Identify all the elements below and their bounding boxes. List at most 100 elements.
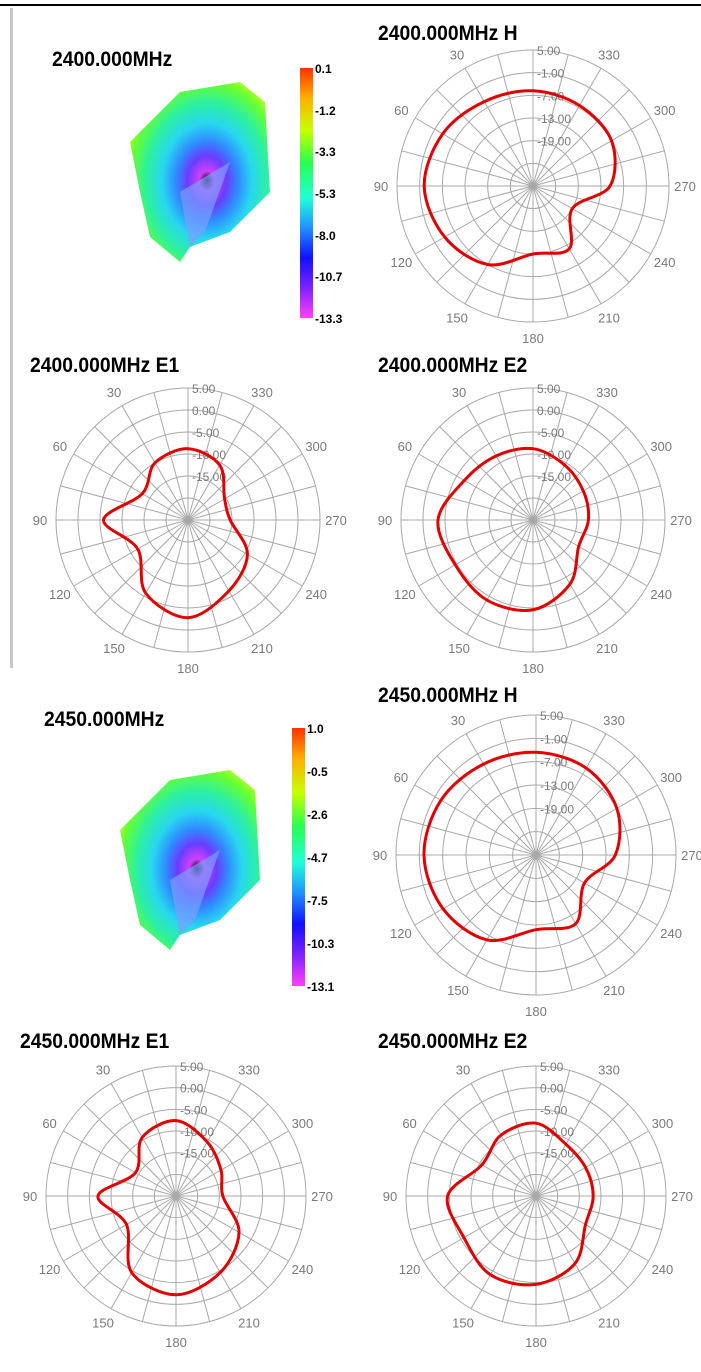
angle-tick-label: 180: [525, 1004, 547, 1019]
grid-spoke: [175, 1195, 302, 1231]
angle-tick-label: 120: [394, 587, 416, 602]
grid-spoke: [498, 392, 534, 521]
grid-spoke: [63, 1130, 177, 1197]
grid-spoke: [532, 519, 627, 614]
grid-spoke: [187, 405, 255, 521]
ring-tick-label: -15.00: [540, 1147, 574, 1161]
grid-spoke: [187, 392, 223, 521]
angle-tick-label: 30: [451, 713, 465, 728]
grid-spoke: [94, 426, 189, 521]
angle-tick-label: 120: [391, 255, 413, 270]
angle-tick-label: 120: [49, 587, 71, 602]
pattern-surface: [130, 82, 270, 262]
panel-title: 2400.000MHz E1: [30, 354, 180, 377]
ring-tick-label: 5.00: [540, 1060, 564, 1074]
grid-spoke: [110, 1195, 177, 1309]
grid-spoke: [436, 755, 537, 856]
panel-title: 2450.000MHz H: [378, 684, 518, 707]
angle-tick-label: 120: [390, 926, 412, 941]
grid-spoke: [535, 1103, 629, 1197]
polar-plot: 5.000.00-5.00-10.00-15.00330300270240210…: [33, 382, 347, 676]
ring-tick-label: 5.00: [537, 382, 561, 396]
ring-tick-label: -19.00: [537, 135, 571, 149]
angle-tick-label: 90: [23, 1189, 37, 1204]
grid-spoke: [535, 1195, 649, 1262]
top-rule: [0, 4, 701, 6]
angle-tick-label: 210: [598, 1315, 620, 1330]
left-ruler: [10, 8, 13, 668]
angle-tick-label: 330: [596, 385, 618, 400]
angle-tick-label: 240: [650, 587, 672, 602]
angle-tick-label: 180: [525, 1335, 547, 1350]
angle-tick-label: 270: [671, 1189, 693, 1204]
grid-spoke: [465, 854, 537, 977]
grid-spoke: [498, 519, 534, 648]
grid-spoke: [400, 854, 537, 892]
polar-plot: 5.000.00-5.00-10.00-15.00330300270240210…: [23, 1060, 333, 1350]
angle-tick-label: 30: [96, 1063, 110, 1078]
colorbar-tick-label: -5.3: [315, 187, 336, 201]
grid-spoke: [400, 818, 537, 856]
colorbar-tick-label: -13.1: [307, 980, 335, 994]
angle-tick-label: 90: [373, 848, 387, 863]
grid-spoke: [175, 1103, 269, 1197]
grid-spoke: [423, 1195, 537, 1262]
angle-tick-label: 330: [603, 713, 625, 728]
panel-title: 2400.000MHz H: [378, 22, 518, 45]
angle-tick-label: 150: [446, 311, 468, 326]
polar-plot: 5.000.00-5.00-10.00-15.00330300270240210…: [383, 1060, 693, 1350]
angle-tick-label: 120: [399, 1262, 421, 1277]
grid-spoke: [470, 1195, 537, 1309]
grid-spoke: [414, 117, 534, 187]
angle-tick-label: 180: [522, 331, 544, 346]
grid-spoke: [175, 1195, 269, 1289]
ring-tick-label: -15.00: [180, 1147, 214, 1161]
grid-spoke: [187, 519, 316, 555]
grid-spoke: [532, 54, 569, 187]
panel-title: 2450.000MHz E1: [20, 1030, 170, 1053]
grid-spoke: [436, 854, 537, 955]
angle-tick-label: 120: [39, 1262, 61, 1277]
grid-spoke: [535, 854, 658, 926]
grid-spoke: [532, 485, 661, 521]
angle-tick-label: 150: [92, 1315, 114, 1330]
angle-tick-label: 150: [103, 641, 125, 656]
ring-tick-label: -15.00: [192, 470, 226, 484]
pattern-fold: [170, 850, 220, 935]
grid-spoke: [532, 426, 627, 521]
gain-trace: [445, 1121, 595, 1287]
colorbar-tick-label: -2.6: [307, 808, 328, 822]
grid-spoke: [175, 1130, 289, 1197]
grid-spoke: [532, 67, 602, 187]
angle-tick-label: 210: [238, 1315, 260, 1330]
grid-spoke: [535, 854, 573, 991]
angle-tick-label: 300: [654, 103, 676, 118]
grid-spoke: [175, 1161, 302, 1197]
ring-tick-label: 0.00: [540, 1082, 564, 1096]
ring-tick-label: -7.00: [540, 756, 568, 770]
ring-tick-label: -1.00: [537, 67, 565, 81]
ring-tick-label: -1.00: [540, 732, 568, 746]
angle-tick-label: 270: [674, 179, 696, 194]
grid-spoke: [532, 185, 602, 305]
grid-spoke: [73, 453, 189, 521]
grid-spoke: [443, 1195, 537, 1289]
grid-spoke: [532, 453, 648, 521]
grid-spoke: [535, 784, 658, 856]
angle-tick-label: 330: [598, 1063, 620, 1078]
grid-spoke: [187, 519, 255, 635]
grid-spoke: [532, 185, 665, 222]
angle-tick-label: 60: [398, 439, 412, 454]
angle-tick-label: 300: [292, 1116, 314, 1131]
angle-tick-label: 30: [107, 385, 121, 400]
angle-tick-label: 180: [165, 1335, 187, 1350]
grid-spoke: [175, 1195, 289, 1262]
angle-tick-label: 300: [652, 1116, 674, 1131]
angle-tick-label: 90: [378, 513, 392, 528]
grid-spoke: [436, 89, 534, 187]
angle-tick-label: 90: [33, 513, 47, 528]
angle-tick-label: 240: [305, 587, 327, 602]
grid-spoke: [414, 185, 534, 255]
colorbar-tick-label: -13.3: [315, 312, 343, 326]
angle-tick-label: 150: [447, 983, 469, 998]
